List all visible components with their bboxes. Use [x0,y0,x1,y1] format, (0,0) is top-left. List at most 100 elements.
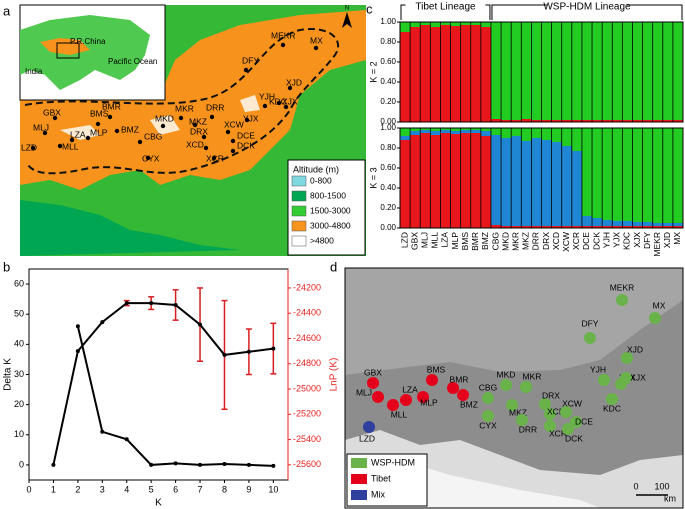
population-label: BMZ [480,232,490,250]
point [173,461,178,466]
ancestry-segment [480,131,492,136]
population-label: XCW [561,232,571,252]
site-pie [500,379,512,391]
site-label: MKR [523,371,542,381]
ancestry-segment [470,22,482,25]
site-label: MX [310,35,323,45]
point [198,322,203,327]
ancestry-segment [480,128,492,131]
ancestry-segment [602,226,613,228]
site-dot [52,115,58,121]
site-label: KDC [269,96,287,106]
legend-swatch [291,235,307,247]
site-label: MLL [62,141,79,151]
site-dot [230,148,236,154]
ancestry-segment [632,222,643,226]
site-pie [506,399,518,411]
point [246,462,251,467]
ancestry-segment [551,128,563,142]
site-label: GBX [364,367,382,377]
ancestry-segment [561,128,573,146]
site-label: XJD [627,344,643,354]
y-axis-label: Delta K [3,358,14,391]
ancestry-segment [521,128,532,141]
legend-label: 3000-4800 [310,220,351,230]
plateau-region [20,10,366,190]
ancestry-segment [551,226,563,228]
site-pie [621,352,633,364]
panel-label: a [3,3,11,18]
site-dot [145,155,151,161]
point [51,462,56,467]
site-label: DRX [190,126,208,136]
ancestry-segment [470,133,482,228]
ancestry-segment [662,22,674,120]
ancestry-segment [521,119,532,122]
ancestry-segment [652,223,664,226]
site-label: MKD [155,113,174,123]
legend-swatch [291,205,307,217]
ancestry-segment [440,22,451,25]
site-label: LZD [359,433,375,443]
y2-tick-label: -25200 [293,409,321,419]
ancestry-segment [410,131,421,135]
ancestry-segment [501,138,512,226]
x-tick-label: 0 [26,484,31,494]
site-pie [516,414,528,426]
site-pie [367,377,379,389]
site-dot [178,115,184,121]
y-tick-label: 30 [14,369,24,379]
ancestry-segment [642,120,653,122]
ancestry-segment [531,226,542,228]
ancestry-segment [440,130,451,133]
ancestry-segment [460,133,472,228]
ancestry-segment [581,226,593,228]
ancestry-segment [420,25,431,122]
ancestry-segment [511,136,522,226]
site-label: MLJ [33,122,49,132]
ancestry-segment [400,32,411,122]
ancestry-segment [632,120,643,122]
population-label: DCK [591,232,601,250]
inset-study-area [56,42,80,59]
site-dot [201,134,207,140]
ancestry-segment [612,226,623,228]
site-dot [69,137,75,143]
y2-tick-label: -25000 [293,383,321,393]
population-label: LZA [440,232,450,248]
point [173,303,178,308]
lowland [20,200,240,256]
site-dot [313,45,319,51]
point [100,320,105,325]
ancestry-segment [521,141,532,226]
ancestry-segment [571,128,583,151]
ancestry-segment [450,26,461,122]
site-dot [107,114,113,120]
ancestry-segment [602,220,613,226]
ancestry-segment [511,120,522,122]
group-label: Tibet Lineage [415,2,476,13]
site-dot [114,128,120,134]
site-dot [57,143,63,149]
ancestry-segment [561,146,573,226]
site-label: BMZ [460,399,478,409]
y2-tick-label: -25400 [293,434,321,444]
site-label: XCW [562,398,582,408]
ancestry-segment [450,128,461,131]
ancestry-segment [672,128,684,223]
x-tick-label: 2 [75,484,80,494]
ancestry-segment [662,120,674,122]
ancestry-segment [571,22,583,120]
ancestry-segment [480,22,492,27]
site-label: MLJ [356,387,372,397]
population-label: MKD [500,232,510,251]
site-label: XJX [282,96,298,106]
population-label: DRR [531,232,541,250]
population-label: GBX [409,232,419,250]
site-label: MKD [497,369,516,379]
population-label: DFY [642,232,652,249]
site-pie [400,394,412,406]
site-label: YJH [590,364,606,374]
ancestry-segment [541,226,552,228]
population-label: XCR [571,232,581,250]
